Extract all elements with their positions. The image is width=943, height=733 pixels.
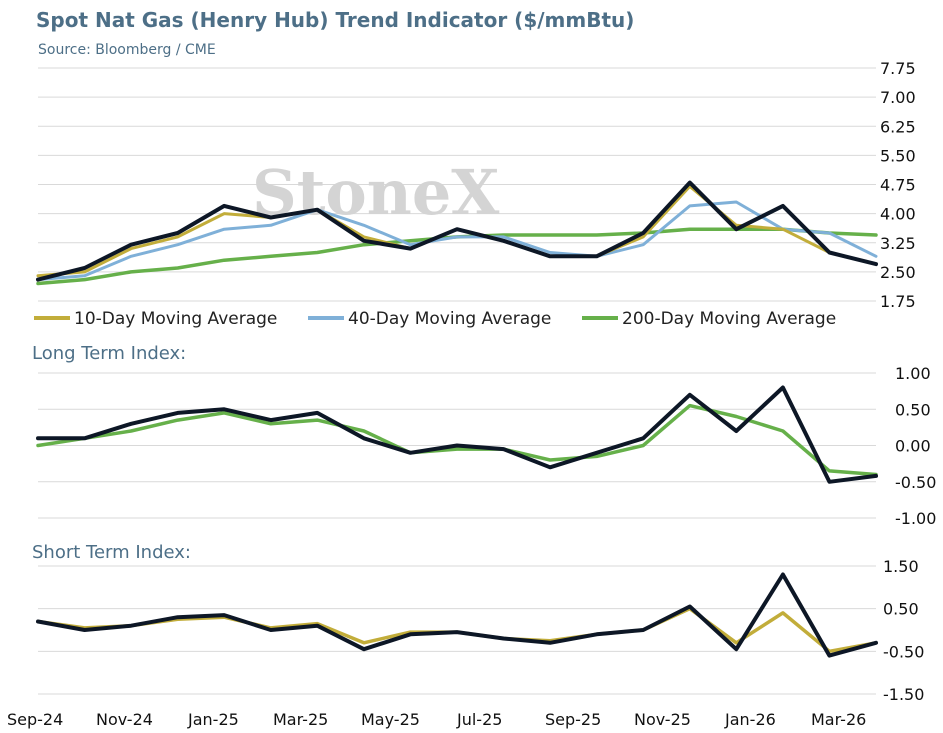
x-tick-label: May-25 [361,710,420,729]
x-tick-label: Jan-25 [187,710,239,729]
legend-ma10: 10-Day Moving Average [34,309,277,329]
legend-label: 200-Day Moving Average [622,309,836,329]
x-tick-label: Nov-24 [96,710,153,729]
y-tick-label: 6.25 [880,117,916,136]
y-tick-label: 0.00 [895,437,931,456]
x-tick-label: Sep-24 [7,710,63,729]
y-tick-label: 1.75 [880,292,916,311]
y-tick-label: 1.00 [895,364,931,383]
y-tick-label: 4.00 [880,205,916,224]
x-tick-label: Jul-25 [456,710,502,729]
legend-label: 40-Day Moving Average [348,309,551,329]
x-tick-label: Nov-25 [634,710,691,729]
long-term-index-line [36,385,878,484]
chart-title: Spot Nat Gas (Henry Hub) Trend Indicator… [36,8,634,32]
short-term-index-line [36,572,878,658]
y-tick-label: 7.75 [880,59,916,78]
chart-source: Source: Bloomberg / CME [38,42,216,58]
y-tick-label: 2.50 [880,263,916,282]
y-tick-label: 4.75 [880,176,916,195]
legend-ma200: 200-Day Moving Average [582,309,836,329]
panel-title: Long Term Index: [32,343,186,364]
x-tick-label: Sep-25 [545,710,601,729]
y-tick-label: -1.50 [883,685,924,704]
x-tick-label: Jan-26 [724,710,776,729]
spot-price-line [36,180,878,282]
long-term-signal-line [36,403,878,477]
y-tick-label: 1.50 [883,557,919,576]
y-tick-label: 0.50 [883,600,919,619]
y-tick-label: -0.50 [883,642,924,661]
x-tick-label: Mar-26 [811,710,866,729]
panel-title: Short Term Index: [32,542,191,563]
y-tick-label: 3.25 [880,234,916,253]
y-tick-label: -0.50 [895,473,936,492]
y-tick-label: 5.50 [880,146,916,165]
y-tick-label: 0.50 [895,400,931,419]
y-tick-label: -1.00 [895,509,936,528]
legend-label: 10-Day Moving Average [74,309,277,329]
y-tick-label: 7.00 [880,88,916,107]
ma40-line [36,200,878,282]
x-tick-label: Mar-25 [273,710,328,729]
legend-ma40: 40-Day Moving Average [308,309,551,329]
